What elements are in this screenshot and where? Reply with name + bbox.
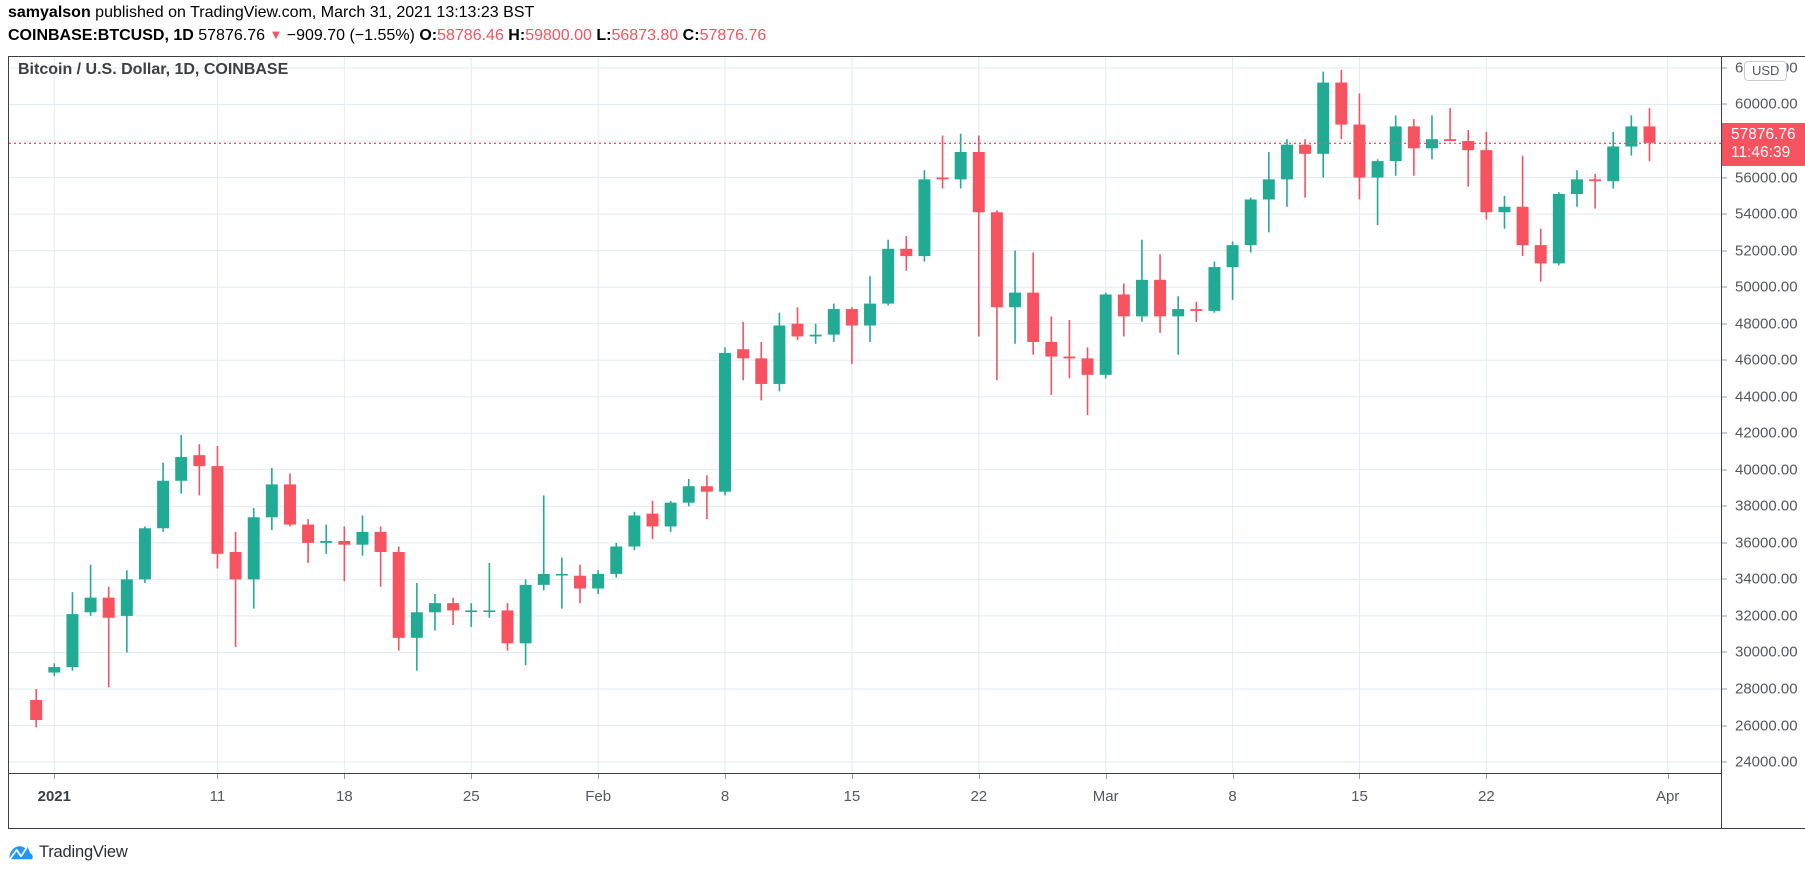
time-axis-tick [344, 774, 346, 779]
high-label: H: [508, 27, 526, 44]
time-axis-label: 8 [720, 788, 730, 805]
time-axis-label: Feb [585, 788, 612, 805]
time-axis-tick [1232, 774, 1234, 779]
time-axis-tick [1667, 774, 1669, 779]
price-axis-label: 52000.00 [1735, 242, 1798, 260]
price-axis-tick [1722, 177, 1727, 179]
chart-area[interactable]: Bitcoin / U.S. Dollar, 1D, COINBASE 2021… [8, 56, 1721, 829]
price-axis-label: 40000.00 [1735, 461, 1798, 479]
publish-attribution-line: samyalson published on TradingView.com, … [8, 4, 534, 22]
time-axis-tick [1486, 774, 1488, 779]
last-price: 57876.76 [198, 27, 265, 44]
price-axis-tick [1722, 250, 1727, 252]
price-axis-label: 34000.00 [1735, 570, 1798, 588]
price-axis-tick [1722, 761, 1727, 763]
price-axis-tick [1722, 213, 1727, 215]
time-axis-label: 25 [462, 788, 480, 805]
current-price-value: 57876.76 [1731, 126, 1796, 144]
price-axis-label: 54000.00 [1735, 205, 1798, 223]
price-axis-label: 38000.00 [1735, 497, 1798, 515]
price-axis-tick [1722, 505, 1727, 507]
price-axis-label: 42000.00 [1735, 424, 1798, 442]
time-axis[interactable]: 2021 11 18 25 Feb 8 15 22 Mar 8 15 22 Apr [9, 773, 1721, 829]
open-label: O: [419, 27, 438, 44]
price-axis-tick [1722, 651, 1727, 653]
price-axis-tick [1722, 286, 1727, 288]
footer-branding: TradingView [8, 841, 128, 863]
price-axis-label: 26000.00 [1735, 717, 1798, 734]
price-axis-label: 56000.00 [1735, 169, 1798, 187]
time-axis-tick [598, 774, 600, 779]
price-axis-tick [1722, 615, 1727, 617]
price-axis-tick [1722, 688, 1727, 690]
price-axis-label: 50000.00 [1735, 278, 1798, 296]
close-label: C: [682, 27, 700, 44]
time-axis-label: Mar [1092, 788, 1119, 805]
price-axis-label: 36000.00 [1735, 534, 1798, 552]
time-axis-label: 22 [970, 788, 988, 805]
time-axis-label: 15 [1351, 788, 1368, 805]
time-axis-tick [725, 774, 727, 779]
candlestick-series [9, 69, 1721, 728]
open-value: 58786.46 [437, 27, 504, 44]
price-axis-tick [1722, 469, 1727, 471]
time-axis-tick [851, 774, 853, 779]
price-axis-tick [1722, 359, 1727, 361]
change-absolute: −909.70 [286, 27, 346, 44]
tradingview-logo-icon [9, 846, 33, 860]
time-axis-label: 2021 [37, 788, 71, 805]
price-axis-tick [1722, 323, 1727, 325]
price-axis-tick [1722, 67, 1727, 69]
price-pane[interactable]: Bitcoin / U.S. Dollar, 1D, COINBASE [9, 57, 1721, 773]
price-axis-label: 24000.00 [1735, 753, 1798, 771]
time-axis-tick [217, 774, 219, 779]
chart-gridlines [9, 57, 1721, 773]
close-value: 57876.76 [699, 27, 767, 44]
current-price-tag[interactable]: 57876.76 11:46:39 [1722, 123, 1805, 167]
price-axis-tick [1722, 725, 1727, 726]
time-axis-tick [1105, 774, 1107, 779]
low-value: 56873.80 [611, 27, 679, 44]
price-axis-label: 46000.00 [1735, 351, 1798, 369]
price-axis-label: 48000.00 [1735, 315, 1798, 333]
time-axis-tick [471, 774, 473, 779]
author-name: samyalson [8, 4, 91, 21]
down-triangle-icon: ▼ [269, 27, 283, 42]
price-axis-label: 30000.00 [1735, 643, 1798, 661]
time-axis-label: 22 [1478, 788, 1495, 805]
price-axis-tick [1722, 396, 1727, 398]
low-label: L: [596, 27, 612, 44]
price-axis-label: 44000.00 [1735, 388, 1798, 406]
price-axis-label: 60000.00 [1735, 95, 1798, 113]
price-axis[interactable]: USD 62000.0060000.0058000.0056000.005400… [1721, 56, 1805, 829]
time-axis-tick [1359, 774, 1361, 779]
price-axis-tick [1722, 103, 1727, 105]
publish-info: published on TradingView.com, March 31, … [90, 4, 535, 21]
time-axis-label: 8 [1228, 788, 1237, 805]
time-axis-label: Apr [1655, 788, 1680, 805]
price-axis-tick [1722, 578, 1727, 580]
change-percent: (−1.55%) [349, 27, 415, 44]
price-axis-tick [1722, 432, 1727, 434]
price-axis-label: 28000.00 [1735, 680, 1798, 698]
price-axis-label: 32000.00 [1735, 607, 1798, 625]
tradingview-wordmark: TradingView [39, 842, 128, 861]
chart-legend: Bitcoin / U.S. Dollar, 1D, COINBASE [18, 61, 289, 78]
currency-badge[interactable]: USD [1744, 61, 1788, 81]
bar-countdown-timer: 11:46:39 [1731, 144, 1791, 162]
time-axis-tick [978, 774, 980, 779]
time-axis-label: 11 [209, 788, 226, 805]
high-value: 59800.00 [525, 27, 592, 44]
price-axis-tick [1722, 542, 1727, 544]
symbol-quote-line: COINBASE:BTCUSD, 1D 57876.76 ▼ −909.70 (… [8, 27, 766, 45]
time-axis-label: 15 [843, 788, 861, 805]
time-axis-label: 18 [336, 788, 353, 805]
symbol-ticker: COINBASE:BTCUSD, 1D [8, 27, 194, 44]
time-axis-tick [54, 774, 56, 779]
